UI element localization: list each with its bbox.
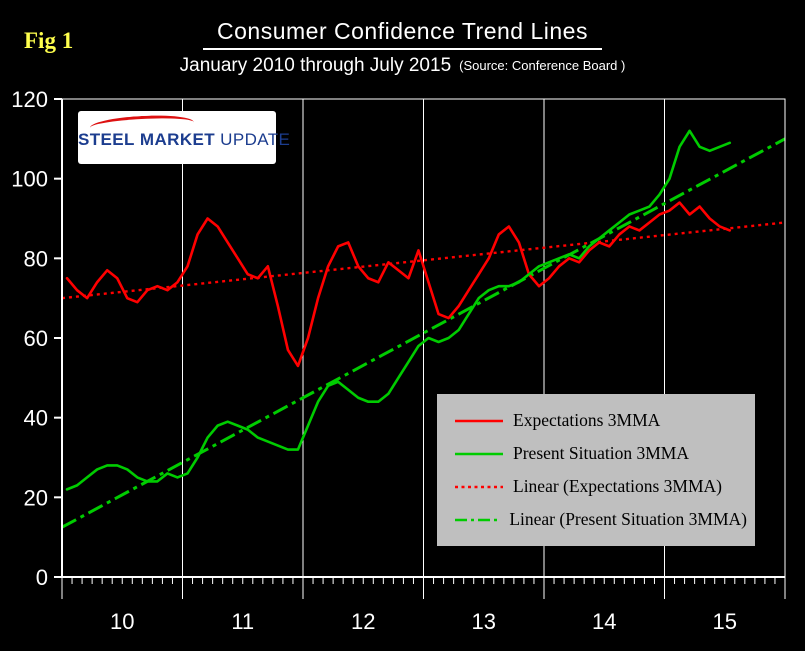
legend-label: Linear (Present Situation 3MMA) — [509, 509, 747, 529]
logo-word-steel: STEEL — [78, 130, 135, 149]
chart-source: (Source: Conference Board ) — [459, 58, 626, 73]
legend-label: Expectations 3MMA — [513, 410, 661, 430]
trendline-present-situation — [61, 137, 786, 529]
legend-line-sample — [455, 452, 503, 455]
legend-item: Present Situation 3MMA — [455, 443, 747, 464]
y-axis-label: 80 — [24, 246, 48, 271]
legend-line-sample — [455, 518, 500, 521]
logo-word-market: MARKET — [139, 130, 216, 149]
legend: Expectations 3MMA Present Situation 3MMA L… — [437, 394, 755, 546]
logo-word-update: UPDATE — [220, 130, 291, 149]
series-line-expectations — [65, 201, 732, 368]
y-axis-label: 100 — [11, 167, 48, 192]
y-axis-label: 20 — [24, 485, 48, 510]
figure-label: Fig 1 — [24, 28, 74, 53]
legend-label: Present Situation 3MMA — [513, 443, 689, 463]
y-axis-label: 60 — [24, 326, 48, 351]
x-axis-label: 10 — [110, 609, 134, 634]
x-axis-label: 11 — [231, 609, 254, 634]
legend-line-sample — [455, 485, 503, 488]
y-axis-label: 120 — [11, 87, 48, 112]
chart-title: Consumer Confidence Trend Lines — [203, 18, 602, 50]
series-line-present-situation — [65, 129, 732, 491]
legend-item: Linear (Expectations 3MMA) — [455, 476, 747, 497]
y-axis-label: 40 — [24, 406, 48, 431]
logo-text: STEEL MARKET UPDATE — [78, 130, 290, 150]
legend-item: Expectations 3MMA — [455, 410, 747, 431]
y-axis-label: 0 — [36, 565, 48, 590]
x-axis-label: 14 — [592, 609, 616, 634]
legend-item: Linear (Present Situation 3MMA) — [455, 509, 747, 530]
x-axis-label: 15 — [713, 609, 737, 634]
trendline-expectations — [61, 221, 786, 300]
chart-header: Consumer Confidence Trend Lines January … — [0, 0, 805, 77]
x-axis-label: 13 — [472, 609, 496, 634]
steel-market-update-logo: STEEL MARKET UPDATE — [78, 111, 290, 164]
x-axis-label: 12 — [351, 609, 375, 634]
chart-subtitle: January 2010 through July 2015 — [179, 55, 452, 76]
legend-line-sample — [455, 419, 503, 422]
legend-label: Linear (Expectations 3MMA) — [513, 476, 722, 496]
